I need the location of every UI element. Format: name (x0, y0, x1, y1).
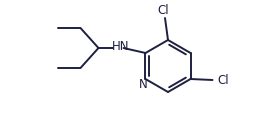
Text: Cl: Cl (218, 73, 229, 86)
Text: Cl: Cl (157, 4, 169, 16)
Text: HN: HN (112, 41, 129, 53)
Text: N: N (139, 78, 148, 92)
